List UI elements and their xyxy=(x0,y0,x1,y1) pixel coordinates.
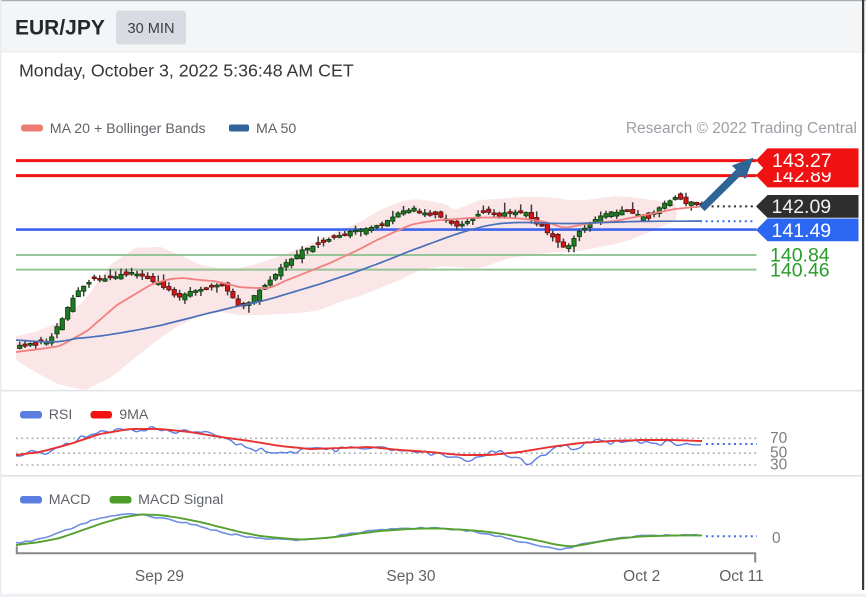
svg-text:30: 30 xyxy=(770,457,788,474)
svg-text:EUR/JPY: EUR/JPY xyxy=(15,17,105,40)
svg-text:140.46: 140.46 xyxy=(770,259,830,281)
svg-text:141.49: 141.49 xyxy=(772,220,832,242)
svg-text:143.27: 143.27 xyxy=(772,150,832,172)
svg-text:9MA: 9MA xyxy=(119,407,149,423)
svg-text:Oct 11: Oct 11 xyxy=(719,568,764,585)
svg-text:140.84: 140.84 xyxy=(770,245,830,267)
svg-text:MA 50: MA 50 xyxy=(256,121,296,137)
svg-text:Oct 2: Oct 2 xyxy=(623,568,660,585)
svg-text:Monday, October 3, 2022 5:36:4: Monday, October 3, 2022 5:36:48 AM CET xyxy=(19,60,354,80)
svg-text:Sep 30: Sep 30 xyxy=(386,568,436,585)
svg-text:Research © 2022 Trading Centra: Research © 2022 Trading Central xyxy=(626,120,857,137)
svg-text:MACD: MACD xyxy=(49,492,91,508)
svg-text:30 MIN: 30 MIN xyxy=(127,21,174,37)
svg-text:0: 0 xyxy=(772,530,781,547)
svg-text:70: 70 xyxy=(770,430,788,447)
svg-text:142.09: 142.09 xyxy=(772,196,832,218)
svg-text:MA 20 + Bollinger Bands: MA 20 + Bollinger Bands xyxy=(50,121,206,137)
svg-text:RSI: RSI xyxy=(49,407,73,423)
svg-text:Sep 29: Sep 29 xyxy=(135,568,184,585)
svg-text:50: 50 xyxy=(770,445,788,462)
svg-text:MACD Signal: MACD Signal xyxy=(138,492,223,508)
